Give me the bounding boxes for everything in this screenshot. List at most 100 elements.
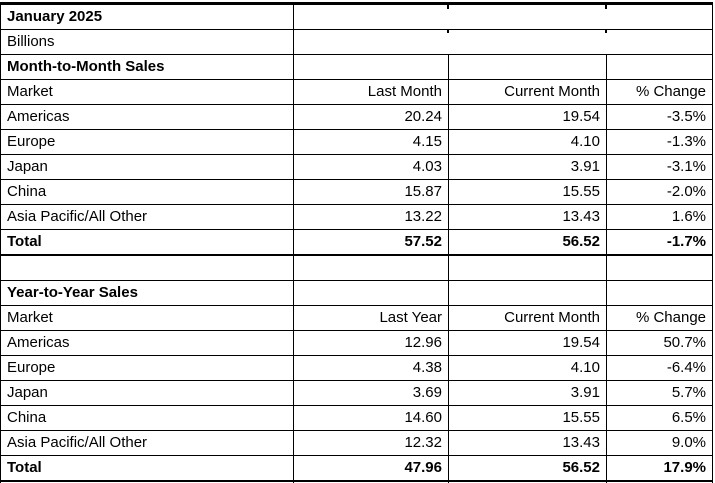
prev-value-cell[interactable]: 4.15 (293, 129, 449, 155)
pct-change-cell[interactable]: 6.5% (606, 405, 713, 431)
market-cell[interactable]: Europe (0, 129, 294, 155)
table-row: Japan 4.03 3.91 -3.1% (0, 154, 713, 180)
prev-value-cell[interactable]: 12.96 (293, 330, 449, 356)
total-current-cell[interactable]: 56.52 (448, 229, 607, 256)
current-value-cell[interactable]: 3.91 (448, 380, 607, 406)
current-value-cell[interactable]: 19.54 (448, 104, 607, 130)
prev-value-cell[interactable]: 14.60 (293, 405, 449, 431)
empty-cell[interactable] (606, 255, 713, 281)
blank-row (0, 255, 713, 281)
pct-change-cell[interactable]: 1.6% (606, 204, 713, 230)
current-value-cell[interactable]: 15.55 (448, 405, 607, 431)
column-header-market[interactable]: Market (0, 79, 294, 105)
prev-value-cell[interactable]: 12.32 (293, 430, 449, 456)
table-row: Asia Pacific/All Other 12.32 13.43 9.0% (0, 430, 713, 456)
column-header-prev[interactable]: Last Month (293, 79, 449, 105)
report-title-cell[interactable]: January 2025 (0, 3, 294, 30)
column-header-change[interactable]: % Change (606, 305, 713, 331)
market-cell[interactable]: Japan (0, 380, 294, 406)
empty-cell[interactable] (448, 255, 607, 281)
empty-cell[interactable] (293, 54, 449, 80)
current-value-cell[interactable]: 4.10 (448, 355, 607, 381)
pct-change-cell[interactable]: -6.4% (606, 355, 713, 381)
unit-label-cell[interactable]: Billions (0, 29, 294, 55)
table-row: China 15.87 15.55 -2.0% (0, 179, 713, 205)
pct-change-cell[interactable]: -3.5% (606, 104, 713, 130)
report-title-row: January 2025 (0, 3, 713, 30)
empty-cell[interactable] (293, 481, 449, 483)
market-cell[interactable]: China (0, 405, 294, 431)
empty-cell[interactable] (606, 54, 713, 80)
empty-cell[interactable] (293, 280, 449, 306)
section-title-cell[interactable]: Month-to-Month Sales (0, 54, 294, 80)
total-row: Total 47.96 56.52 17.9% (0, 455, 713, 482)
total-row: Total 57.52 56.52 -1.7% (0, 229, 713, 256)
pct-change-cell[interactable]: -2.0% (606, 179, 713, 205)
section-title-cell[interactable]: Year-to-Year Sales (0, 280, 294, 306)
section-title-row: Month-to-Month Sales (0, 54, 713, 80)
empty-cell[interactable] (0, 481, 294, 483)
partial-row (0, 481, 713, 483)
table-row: China 14.60 15.55 6.5% (0, 405, 713, 431)
column-header-prev[interactable]: Last Year (293, 305, 449, 331)
empty-cell[interactable] (448, 280, 607, 306)
table-row: Europe 4.15 4.10 -1.3% (0, 129, 713, 155)
prev-value-cell[interactable]: 15.87 (293, 179, 449, 205)
gridline-stub (605, 29, 607, 33)
table-row: Europe 4.38 4.10 -6.4% (0, 355, 713, 381)
column-header-market[interactable]: Market (0, 305, 294, 331)
empty-merged-cell[interactable] (293, 3, 713, 30)
empty-cell[interactable] (448, 481, 607, 483)
current-value-cell[interactable]: 4.10 (448, 129, 607, 155)
gridline-stub (605, 5, 607, 9)
header-row: Market Last Month Current Month % Change (0, 79, 713, 105)
header-row: Market Last Year Current Month % Change (0, 305, 713, 331)
column-header-current[interactable]: Current Month (448, 305, 607, 331)
total-label-cell[interactable]: Total (0, 229, 294, 256)
prev-value-cell[interactable]: 13.22 (293, 204, 449, 230)
table-row: Asia Pacific/All Other 13.22 13.43 1.6% (0, 204, 713, 230)
table-row: Japan 3.69 3.91 5.7% (0, 380, 713, 406)
market-cell[interactable]: Asia Pacific/All Other (0, 204, 294, 230)
current-value-cell[interactable]: 13.43 (448, 430, 607, 456)
empty-cell[interactable] (448, 54, 607, 80)
prev-value-cell[interactable]: 20.24 (293, 104, 449, 130)
pct-change-cell[interactable]: -1.3% (606, 129, 713, 155)
pct-change-cell[interactable]: 50.7% (606, 330, 713, 356)
current-value-cell[interactable]: 3.91 (448, 154, 607, 180)
market-cell[interactable]: Japan (0, 154, 294, 180)
gridline-stub (447, 29, 449, 33)
market-cell[interactable]: Europe (0, 355, 294, 381)
pct-change-cell[interactable]: 5.7% (606, 380, 713, 406)
unit-label-row: Billions (0, 29, 713, 55)
current-value-cell[interactable]: 15.55 (448, 179, 607, 205)
column-header-current[interactable]: Current Month (448, 79, 607, 105)
market-cell[interactable]: Americas (0, 104, 294, 130)
gridline-stub (447, 5, 449, 9)
market-cell[interactable]: Americas (0, 330, 294, 356)
empty-cell[interactable] (293, 255, 449, 281)
pct-change-cell[interactable]: 9.0% (606, 430, 713, 456)
market-cell[interactable]: Asia Pacific/All Other (0, 430, 294, 456)
table-row: Americas 12.96 19.54 50.7% (0, 330, 713, 356)
total-change-cell[interactable]: -1.7% (606, 229, 713, 256)
total-prev-cell[interactable]: 47.96 (293, 455, 449, 482)
empty-cell[interactable] (606, 280, 713, 306)
column-header-change[interactable]: % Change (606, 79, 713, 105)
table-row: Americas 20.24 19.54 -3.5% (0, 104, 713, 130)
prev-value-cell[interactable]: 4.38 (293, 355, 449, 381)
current-value-cell[interactable]: 13.43 (448, 204, 607, 230)
prev-value-cell[interactable]: 3.69 (293, 380, 449, 406)
total-label-cell[interactable]: Total (0, 455, 294, 482)
total-change-cell[interactable]: 17.9% (606, 455, 713, 482)
prev-value-cell[interactable]: 4.03 (293, 154, 449, 180)
current-value-cell[interactable]: 19.54 (448, 330, 607, 356)
pct-change-cell[interactable]: -3.1% (606, 154, 713, 180)
empty-cell[interactable] (0, 255, 294, 281)
total-current-cell[interactable]: 56.52 (448, 455, 607, 482)
market-cell[interactable]: China (0, 179, 294, 205)
total-prev-cell[interactable]: 57.52 (293, 229, 449, 256)
empty-merged-cell[interactable] (293, 29, 713, 55)
